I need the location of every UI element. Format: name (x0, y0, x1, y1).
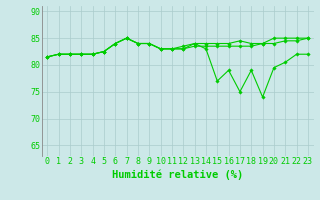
X-axis label: Humidité relative (%): Humidité relative (%) (112, 169, 243, 180)
